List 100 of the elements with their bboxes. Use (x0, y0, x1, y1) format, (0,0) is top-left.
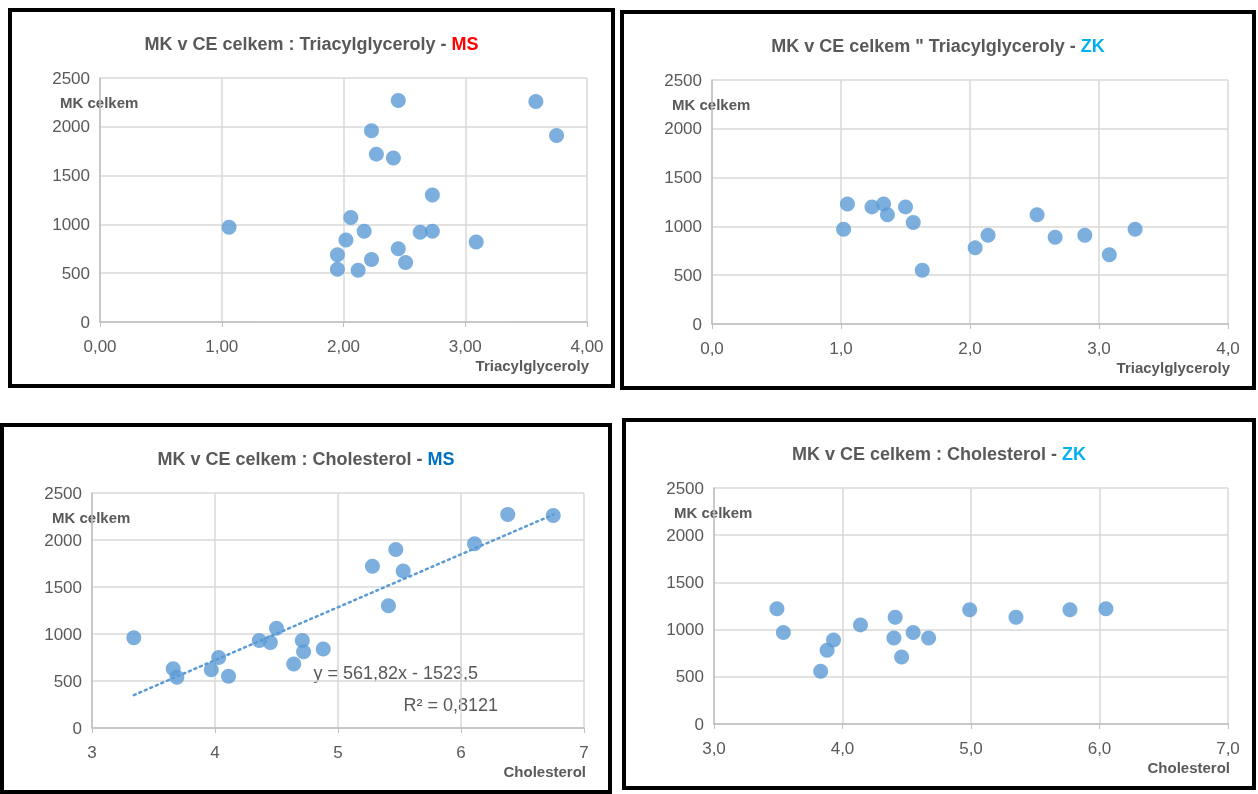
point (221, 668, 237, 684)
y-tick-label: 1000 (44, 624, 82, 644)
x-tick-label: 2,00 (326, 337, 361, 356)
point (887, 609, 903, 625)
x-tick-label: 4,0 (830, 739, 855, 758)
point (1047, 229, 1063, 245)
y-axis-title: MK celkem (52, 509, 131, 526)
point (468, 234, 484, 250)
chart-title: MK v CE celkem : Cholesterol - ZK (791, 444, 1087, 464)
y-tick-label: 1000 (52, 214, 90, 234)
point (886, 630, 902, 646)
y-tick-label: 2500 (664, 70, 702, 90)
y-tick-label: 2500 (44, 483, 82, 503)
y-tick-label: 500 (675, 667, 704, 687)
x-tick-label: 7 (579, 743, 589, 762)
chart-title: MK v CE celkem " Triacylglyceroly - ZK (771, 36, 1105, 56)
x-axis-title: Cholesterol (1147, 759, 1230, 776)
point (1029, 207, 1045, 223)
y-tick-label: 2000 (666, 525, 704, 545)
y-axis-title: MK celkem (672, 96, 751, 113)
point (203, 662, 219, 678)
point (836, 221, 852, 237)
point (368, 146, 384, 162)
y-tick-label: 2500 (666, 478, 704, 498)
point (894, 649, 910, 665)
x-tick-label: 2,0 (958, 339, 982, 358)
point (775, 624, 791, 640)
point (898, 199, 913, 215)
point (905, 624, 921, 640)
point (500, 507, 516, 523)
point (528, 93, 544, 109)
point (1101, 247, 1117, 263)
point (549, 128, 565, 144)
point (1062, 602, 1078, 618)
point (1008, 609, 1024, 625)
point (853, 617, 868, 633)
y-tick-label: 2000 (52, 117, 90, 137)
point (905, 215, 921, 230)
x-tick-label: 5,0 (959, 739, 983, 758)
y-tick-label: 1000 (666, 620, 704, 640)
point (126, 630, 142, 646)
y-tick-label: 2000 (44, 530, 82, 550)
point (364, 252, 379, 268)
point (424, 187, 440, 203)
point (769, 601, 785, 617)
y-tick-label: 1500 (666, 572, 704, 592)
point (356, 223, 372, 239)
x-tick-label: 4,00 (570, 337, 604, 356)
point (221, 219, 237, 235)
point (286, 656, 302, 672)
chart-title: MK v CE celkem : Triacylglyceroly - MS (144, 34, 479, 54)
y-tick-label: 0 (72, 718, 82, 738)
x-tick-label: 1,0 (829, 339, 853, 358)
x-tick-label: 3,0 (702, 739, 726, 758)
y-tick-label: 0 (80, 312, 90, 332)
x-tick-label: 1,00 (205, 337, 239, 356)
point (398, 254, 414, 270)
point (839, 196, 855, 212)
point (385, 150, 401, 166)
y-axis-title: MK celkem (60, 94, 139, 111)
x-axis-title: Triacylglyceroly (1116, 359, 1231, 376)
point (395, 563, 411, 579)
x-tick-label: 0,0 (700, 339, 724, 358)
x-tick-label: 0,00 (83, 337, 117, 356)
point (424, 223, 440, 239)
point (329, 247, 345, 263)
x-axis-title: Cholesterol (503, 763, 586, 780)
point (380, 598, 396, 614)
point (364, 123, 379, 139)
point (1098, 601, 1114, 617)
point (819, 642, 835, 658)
y-tick-label: 1500 (664, 168, 702, 188)
x-tick-label: 6,0 (1087, 739, 1112, 758)
point (211, 650, 227, 665)
y-axis-title: MK celkem (674, 504, 753, 521)
point (343, 210, 359, 226)
point (390, 241, 406, 257)
point (262, 634, 278, 650)
point (388, 541, 404, 557)
point (315, 641, 331, 657)
point (879, 207, 895, 223)
x-tick-label: 3 (87, 743, 97, 762)
x-tick-label: 6 (456, 743, 466, 762)
point (921, 630, 937, 646)
point (169, 669, 185, 685)
y-tick-label: 2000 (664, 119, 702, 139)
point (1077, 227, 1093, 243)
point (1127, 221, 1143, 237)
point (296, 644, 312, 660)
point (826, 632, 842, 648)
point (364, 558, 380, 574)
point (980, 227, 996, 243)
point (350, 262, 366, 278)
x-tick-label: 5 (333, 743, 343, 762)
y-tick-label: 0 (692, 314, 702, 334)
x-tick-label: 3,00 (448, 337, 482, 356)
x-tick-label: 4 (210, 743, 220, 762)
point (914, 262, 930, 278)
point (962, 602, 978, 618)
y-tick-label: 500 (53, 671, 82, 691)
